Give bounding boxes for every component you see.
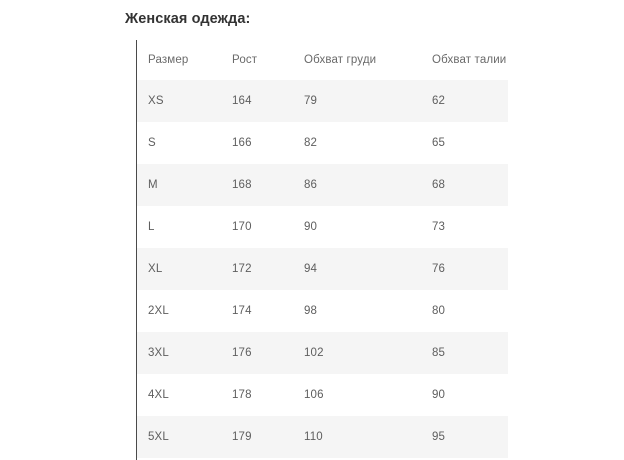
- table-row: 3XL 176 102 85: [137, 332, 508, 374]
- cell-size: L: [137, 206, 221, 248]
- column-header-size: Размер: [137, 40, 221, 80]
- cell-chest: 102: [293, 332, 421, 374]
- cell-size: 5XL: [137, 416, 221, 458]
- size-chart-table: Размер Рост Обхват груди Обхват талии XS…: [137, 40, 508, 458]
- table-row: 2XL 174 98 80: [137, 290, 508, 332]
- size-table-viewport: Размер Рост Обхват груди Обхват талии XS…: [136, 40, 508, 460]
- cell-height: 164: [221, 80, 293, 122]
- table-row: 5XL 179 110 95: [137, 416, 508, 458]
- cell-height: 178: [221, 374, 293, 416]
- table-header: Размер Рост Обхват груди Обхват талии: [137, 40, 508, 80]
- cell-size: 2XL: [137, 290, 221, 332]
- cell-height: 166: [221, 122, 293, 164]
- table-header-row: Размер Рост Обхват груди Обхват талии: [137, 40, 508, 80]
- cell-waist: 90: [421, 374, 508, 416]
- table-row: XS 164 79 62: [137, 80, 508, 122]
- cell-height: 168: [221, 164, 293, 206]
- table-row: 4XL 178 106 90: [137, 374, 508, 416]
- cell-waist: 68: [421, 164, 508, 206]
- cell-waist: 95: [421, 416, 508, 458]
- table-body: XS 164 79 62 S 166 82 65 M 168 86 68 L 170 90 73 XL 172 94…: [137, 80, 508, 458]
- cell-chest: 94: [293, 248, 421, 290]
- cell-waist: 73: [421, 206, 508, 248]
- cell-chest: 90: [293, 206, 421, 248]
- cell-height: 174: [221, 290, 293, 332]
- cell-size: M: [137, 164, 221, 206]
- cell-size: 3XL: [137, 332, 221, 374]
- cell-chest: 106: [293, 374, 421, 416]
- cell-waist: 65: [421, 122, 508, 164]
- table-row: S 166 82 65: [137, 122, 508, 164]
- table-row: L 170 90 73: [137, 206, 508, 248]
- cell-size: XL: [137, 248, 221, 290]
- column-header-height: Рост: [221, 40, 293, 80]
- table-row: XL 172 94 76: [137, 248, 508, 290]
- cell-size: XS: [137, 80, 221, 122]
- cell-height: 176: [221, 332, 293, 374]
- table-row: M 168 86 68: [137, 164, 508, 206]
- cell-waist: 62: [421, 80, 508, 122]
- cell-waist: 76: [421, 248, 508, 290]
- cell-size: S: [137, 122, 221, 164]
- column-header-chest: Обхват груди: [293, 40, 421, 80]
- cell-chest: 86: [293, 164, 421, 206]
- cell-height: 172: [221, 248, 293, 290]
- page-title: Женская одежда:: [125, 11, 251, 27]
- cell-waist: 85: [421, 332, 508, 374]
- cell-height: 179: [221, 416, 293, 458]
- column-header-waist: Обхват талии: [421, 40, 508, 80]
- cell-chest: 79: [293, 80, 421, 122]
- cell-waist: 80: [421, 290, 508, 332]
- cell-chest: 110: [293, 416, 421, 458]
- cell-size: 4XL: [137, 374, 221, 416]
- cell-chest: 98: [293, 290, 421, 332]
- cell-chest: 82: [293, 122, 421, 164]
- cell-height: 170: [221, 206, 293, 248]
